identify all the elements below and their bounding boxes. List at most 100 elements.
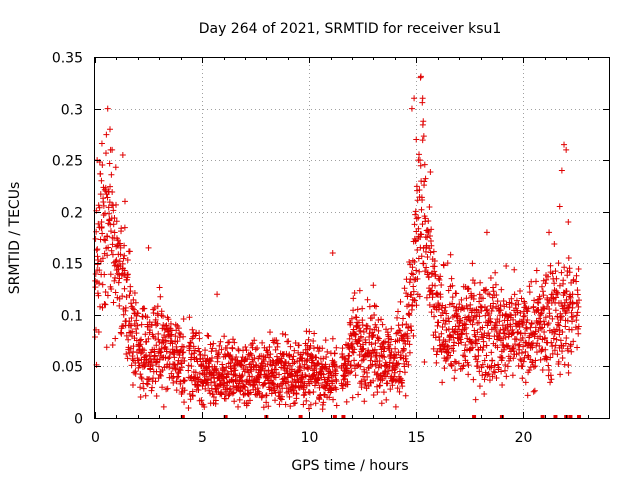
data-point <box>118 225 125 232</box>
data-point <box>409 257 416 264</box>
data-point <box>170 379 177 386</box>
data-point <box>352 331 359 338</box>
x-tick-label: 15 <box>408 430 426 446</box>
data-point <box>372 340 379 347</box>
data-point <box>570 313 577 320</box>
data-point <box>92 271 99 278</box>
data-point <box>464 335 471 342</box>
data-point <box>465 371 472 378</box>
data-point <box>427 169 434 176</box>
data-point <box>516 346 523 353</box>
data-point <box>207 369 214 376</box>
data-point <box>456 326 463 333</box>
data-point <box>429 282 436 289</box>
data-point <box>458 296 465 303</box>
data-point <box>247 389 254 396</box>
data-point <box>463 295 470 302</box>
data-point <box>266 354 273 361</box>
data-point <box>102 301 109 308</box>
data-point <box>498 368 505 375</box>
axis-flag-mark <box>180 415 185 419</box>
data-point <box>99 281 106 288</box>
data-point <box>300 401 307 408</box>
data-point <box>204 376 211 383</box>
data-point <box>438 305 445 312</box>
data-point <box>98 218 105 225</box>
data-point <box>499 312 506 319</box>
data-point <box>177 380 184 387</box>
data-point <box>406 341 413 348</box>
data-point <box>487 275 494 282</box>
data-point <box>189 393 196 400</box>
data-point <box>133 330 140 337</box>
data-point <box>481 391 488 398</box>
data-point <box>94 253 101 260</box>
axis-flag-mark <box>298 415 303 419</box>
data-point <box>227 385 234 392</box>
data-point <box>109 341 116 348</box>
x-tick-label: 0 <box>91 430 100 446</box>
data-point <box>142 362 149 369</box>
data-point <box>476 298 483 305</box>
data-point <box>373 350 380 357</box>
data-point <box>332 376 339 383</box>
data-point <box>359 321 366 328</box>
data-point <box>557 337 564 344</box>
data-point <box>324 348 331 355</box>
data-point <box>305 364 312 371</box>
data-point-outlier <box>119 151 126 158</box>
data-point-outlier <box>419 95 426 102</box>
data-point <box>259 339 266 346</box>
data-point <box>99 304 106 311</box>
data-point <box>469 338 476 345</box>
data-point <box>346 335 353 342</box>
data-point <box>376 382 383 389</box>
data-point <box>520 358 527 365</box>
data-point <box>513 297 520 304</box>
data-point <box>303 357 310 364</box>
data-point <box>502 361 509 368</box>
data-point <box>124 256 131 263</box>
data-point <box>287 343 294 350</box>
data-point <box>443 326 450 333</box>
data-point <box>509 372 516 379</box>
data-point <box>110 207 117 214</box>
data-point <box>207 341 214 348</box>
data-point <box>359 305 366 312</box>
data-point <box>413 302 420 309</box>
data-point <box>552 342 559 349</box>
data-point <box>320 399 327 406</box>
data-point-outlier <box>569 291 576 298</box>
data-point <box>225 371 232 378</box>
data-point <box>400 315 407 322</box>
data-point <box>331 366 338 373</box>
data-point <box>118 330 125 337</box>
data-point <box>380 389 387 396</box>
data-point <box>418 253 425 260</box>
data-point <box>291 359 298 366</box>
data-point <box>153 342 160 349</box>
data-point <box>481 357 488 364</box>
data-point <box>221 368 228 375</box>
data-point <box>391 355 398 362</box>
data-point <box>565 369 572 376</box>
data-point <box>445 287 452 294</box>
data-point <box>313 354 320 361</box>
data-point <box>461 353 468 360</box>
data-point <box>208 354 215 361</box>
data-point <box>402 352 409 359</box>
data-point <box>370 391 377 398</box>
data-point <box>160 403 167 410</box>
data-point <box>368 353 375 360</box>
data-point <box>291 347 298 354</box>
data-point <box>254 344 261 351</box>
data-point <box>365 382 372 389</box>
data-point <box>322 337 329 344</box>
data-point <box>230 336 237 343</box>
data-point <box>360 345 367 352</box>
data-point <box>469 321 476 328</box>
data-point <box>537 333 544 340</box>
data-point <box>280 351 287 358</box>
data-point <box>362 380 369 387</box>
data-point <box>203 373 210 380</box>
